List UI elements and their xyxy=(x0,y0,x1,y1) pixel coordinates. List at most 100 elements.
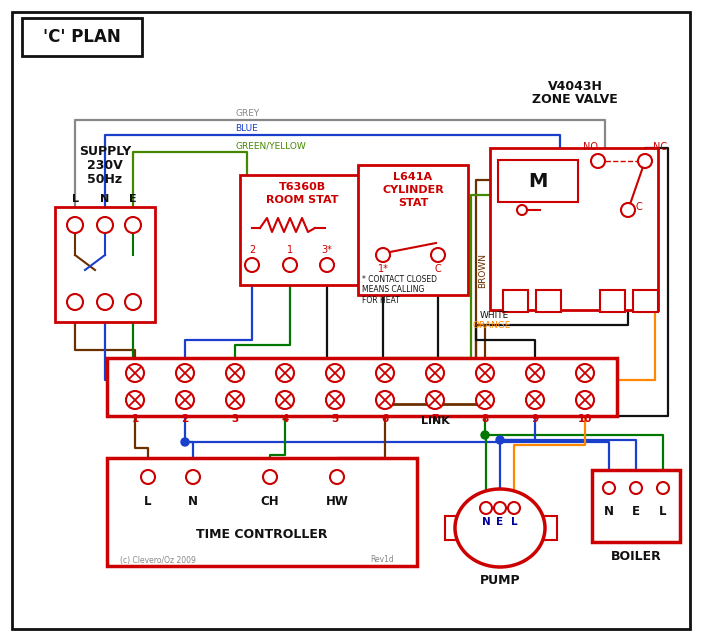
Text: 1*: 1* xyxy=(378,264,388,274)
Circle shape xyxy=(276,391,294,409)
Text: C: C xyxy=(636,202,643,212)
Circle shape xyxy=(283,258,297,272)
Text: T6360B: T6360B xyxy=(279,182,326,192)
Text: E: E xyxy=(129,194,137,204)
Text: 8: 8 xyxy=(482,414,489,424)
Circle shape xyxy=(320,258,334,272)
Circle shape xyxy=(576,364,594,382)
Text: L: L xyxy=(144,495,152,508)
Text: M: M xyxy=(529,172,548,190)
Text: CYLINDER: CYLINDER xyxy=(382,185,444,195)
Circle shape xyxy=(126,364,144,382)
Circle shape xyxy=(226,364,244,382)
Text: ORANGE: ORANGE xyxy=(472,321,510,330)
Circle shape xyxy=(496,436,504,444)
Circle shape xyxy=(517,205,527,215)
Text: 4: 4 xyxy=(282,414,289,424)
FancyBboxPatch shape xyxy=(22,18,142,56)
FancyBboxPatch shape xyxy=(536,290,561,312)
Text: 6: 6 xyxy=(381,414,389,424)
Text: L: L xyxy=(72,194,79,204)
Text: BOILER: BOILER xyxy=(611,550,661,563)
Text: 2: 2 xyxy=(249,245,255,255)
Text: E: E xyxy=(632,505,640,518)
Text: CH: CH xyxy=(260,495,279,508)
Circle shape xyxy=(67,217,83,233)
Circle shape xyxy=(67,294,83,310)
Text: L: L xyxy=(510,517,517,527)
Circle shape xyxy=(263,470,277,484)
Text: L: L xyxy=(659,505,667,518)
Circle shape xyxy=(476,391,494,409)
FancyBboxPatch shape xyxy=(12,12,690,629)
Circle shape xyxy=(431,248,445,262)
Circle shape xyxy=(481,431,489,439)
Circle shape xyxy=(621,203,635,217)
Ellipse shape xyxy=(455,489,545,567)
Circle shape xyxy=(657,482,669,494)
Text: STAT: STAT xyxy=(398,198,428,208)
Text: 9: 9 xyxy=(531,414,538,424)
Circle shape xyxy=(526,391,544,409)
Circle shape xyxy=(326,391,344,409)
FancyBboxPatch shape xyxy=(240,175,365,285)
Text: PUMP: PUMP xyxy=(479,574,520,587)
Text: LINK: LINK xyxy=(420,416,449,426)
Text: C: C xyxy=(435,264,442,274)
Circle shape xyxy=(638,154,652,168)
Text: 3*: 3* xyxy=(322,245,333,255)
Text: 'C' PLAN: 'C' PLAN xyxy=(43,28,121,46)
Circle shape xyxy=(508,502,520,514)
Text: 1: 1 xyxy=(131,414,138,424)
FancyBboxPatch shape xyxy=(445,516,459,540)
Circle shape xyxy=(376,391,394,409)
Text: (c) Clevero/Oz 2009: (c) Clevero/Oz 2009 xyxy=(120,556,196,565)
Text: NO: NO xyxy=(583,142,597,152)
Text: 50Hz: 50Hz xyxy=(88,173,123,186)
Circle shape xyxy=(176,391,194,409)
FancyBboxPatch shape xyxy=(600,290,625,312)
Circle shape xyxy=(97,294,113,310)
FancyBboxPatch shape xyxy=(592,470,680,542)
Text: HW: HW xyxy=(326,495,348,508)
Circle shape xyxy=(603,482,615,494)
Text: NC: NC xyxy=(653,142,667,152)
Text: 7: 7 xyxy=(431,414,439,424)
Circle shape xyxy=(494,502,506,514)
Circle shape xyxy=(591,154,605,168)
Text: TIME CONTROLLER: TIME CONTROLLER xyxy=(197,528,328,542)
FancyBboxPatch shape xyxy=(503,290,528,312)
Text: GREEN/YELLOW: GREEN/YELLOW xyxy=(235,141,306,150)
Text: WHITE: WHITE xyxy=(480,311,509,320)
Circle shape xyxy=(576,391,594,409)
Circle shape xyxy=(226,391,244,409)
FancyBboxPatch shape xyxy=(490,148,658,310)
Circle shape xyxy=(426,364,444,382)
Circle shape xyxy=(186,470,200,484)
FancyBboxPatch shape xyxy=(107,358,617,416)
Text: Rev1d: Rev1d xyxy=(370,556,394,565)
Circle shape xyxy=(176,364,194,382)
Circle shape xyxy=(125,217,141,233)
FancyBboxPatch shape xyxy=(633,290,658,312)
Text: SUPPLY: SUPPLY xyxy=(79,145,131,158)
Circle shape xyxy=(181,438,189,446)
Text: L641A: L641A xyxy=(393,172,432,182)
Circle shape xyxy=(630,482,642,494)
Circle shape xyxy=(97,217,113,233)
Circle shape xyxy=(330,470,344,484)
Text: N: N xyxy=(604,505,614,518)
Circle shape xyxy=(476,364,494,382)
Text: 1: 1 xyxy=(287,245,293,255)
Circle shape xyxy=(376,364,394,382)
Text: N: N xyxy=(482,517,491,527)
FancyBboxPatch shape xyxy=(107,458,417,566)
Circle shape xyxy=(480,502,492,514)
Circle shape xyxy=(276,364,294,382)
Text: V4043H: V4043H xyxy=(548,80,602,93)
Text: * CONTACT CLOSED
MEANS CALLING
FOR HEAT: * CONTACT CLOSED MEANS CALLING FOR HEAT xyxy=(362,275,437,305)
Circle shape xyxy=(426,391,444,409)
Circle shape xyxy=(125,294,141,310)
Circle shape xyxy=(141,470,155,484)
Text: E: E xyxy=(496,517,503,527)
